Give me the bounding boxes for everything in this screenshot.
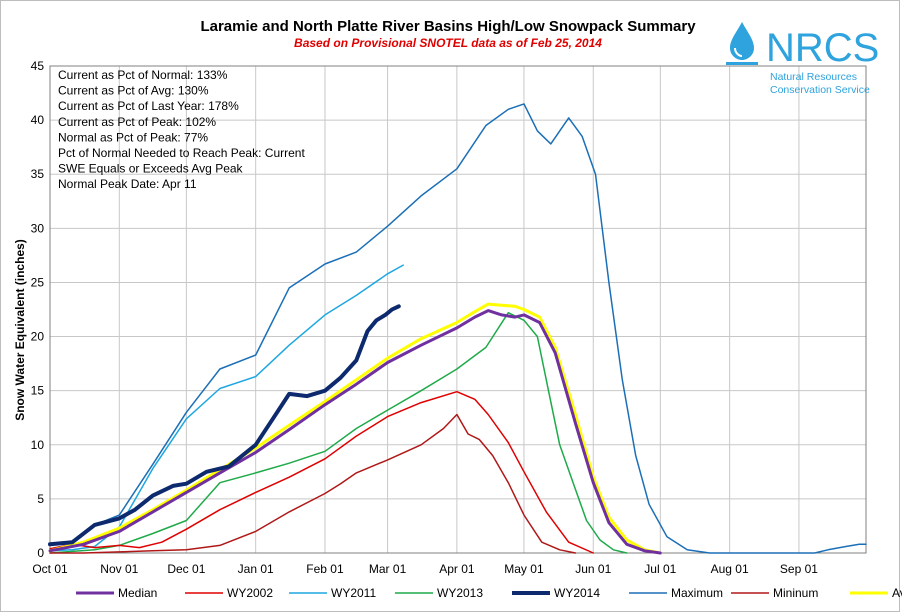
y-tick-label: 45 [31, 59, 45, 73]
x-tick-label: May 01 [504, 562, 544, 576]
y-tick-label: 0 [37, 546, 44, 560]
y-axis-label: Snow Water Equivalent (inches) [13, 239, 27, 421]
x-tick-label: Dec 01 [167, 562, 205, 576]
y-tick-label: 5 [37, 492, 44, 506]
series-line-wy2013 [49, 311, 628, 554]
series-line-wy2014 [48, 304, 401, 547]
stat-line: Normal as Pct of Peak: 77% [58, 130, 208, 144]
legend-label: WY2013 [437, 586, 483, 600]
series-line-maximum [49, 103, 867, 554]
y-tick-label: 10 [31, 438, 45, 452]
legend-label: Maximum [671, 586, 723, 600]
nrcs-subtitle-1: Natural Resources [770, 71, 857, 83]
stat-line: Current as Pct of Peak: 102% [58, 115, 216, 129]
nrcs-logo: NRCS Natural Resources Conservation Serv… [726, 22, 879, 96]
legend-label: WY2014 [554, 586, 600, 600]
axes [49, 65, 867, 554]
stat-line: Normal Peak Date: Apr 11 [58, 177, 197, 191]
x-tick-label: Jan 01 [238, 562, 274, 576]
y-tick-label: 35 [31, 167, 45, 181]
stat-line: Pct of Normal Needed to Reach Peak: Curr… [58, 146, 305, 160]
legend: Median WY2002 WY2011 WY2013 WY2014 Maximum Min… [76, 586, 902, 600]
legend-label: WY2002 [227, 586, 273, 600]
stat-line: Current as Pct of Normal: 133% [58, 68, 228, 82]
x-tick-label: Apr 01 [439, 562, 475, 576]
x-tick-labels: Oct 01 Nov 01 Dec 01 Jan 01 Feb 01 Mar 01 Apr … [32, 562, 818, 576]
series-line-wy2002 [49, 390, 595, 554]
series-line-mininum [49, 413, 577, 554]
y-tick-label: 25 [31, 275, 45, 289]
y-tick-label: 30 [31, 221, 45, 235]
series-line-wy2011 [49, 264, 404, 552]
stat-line: Current as Pct of Last Year: 178% [58, 99, 239, 113]
nrcs-subtitle-2: Conservation Service [770, 84, 870, 96]
summary-stats: Current as Pct of Normal: 133% Current as… [58, 68, 305, 191]
legend-label: Mininum [773, 586, 818, 600]
y-tick-label: 40 [31, 113, 45, 127]
x-tick-label: Nov 01 [100, 562, 138, 576]
x-tick-label: Aug 01 [711, 562, 749, 576]
series-line-median [48, 309, 662, 555]
y-tick-label: 15 [31, 384, 45, 398]
y-tick-labels: 0 5 10 15 20 25 30 35 40 45 [31, 59, 45, 560]
legend-label: Averages [892, 586, 902, 600]
chart-subtitle: Based on Provisional SNOTEL data as of F… [294, 36, 602, 50]
legend-label: WY2011 [331, 586, 376, 600]
stat-line: SWE Equals or Exceeds Avg Peak [58, 162, 244, 176]
x-tick-label: Feb 01 [306, 562, 344, 576]
water-drop-icon [726, 22, 758, 65]
legend-label: Median [118, 586, 157, 600]
series-lines [48, 103, 867, 555]
x-tick-label: Oct 01 [32, 562, 68, 576]
plot-area [49, 65, 867, 554]
y-tick-label: 20 [31, 330, 45, 344]
chart-title: Laramie and North Platte River Basins Hi… [200, 18, 696, 35]
series-line-averages [48, 302, 662, 555]
x-tick-label: Mar 01 [369, 562, 407, 576]
x-tick-label: Jun 01 [575, 562, 611, 576]
x-tick-label: Jul 01 [644, 562, 676, 576]
stat-line: Current as Pct of Avg: 130% [58, 84, 209, 98]
x-tick-label: Sep 01 [780, 562, 818, 576]
nrcs-wordmark: NRCS [766, 26, 879, 70]
